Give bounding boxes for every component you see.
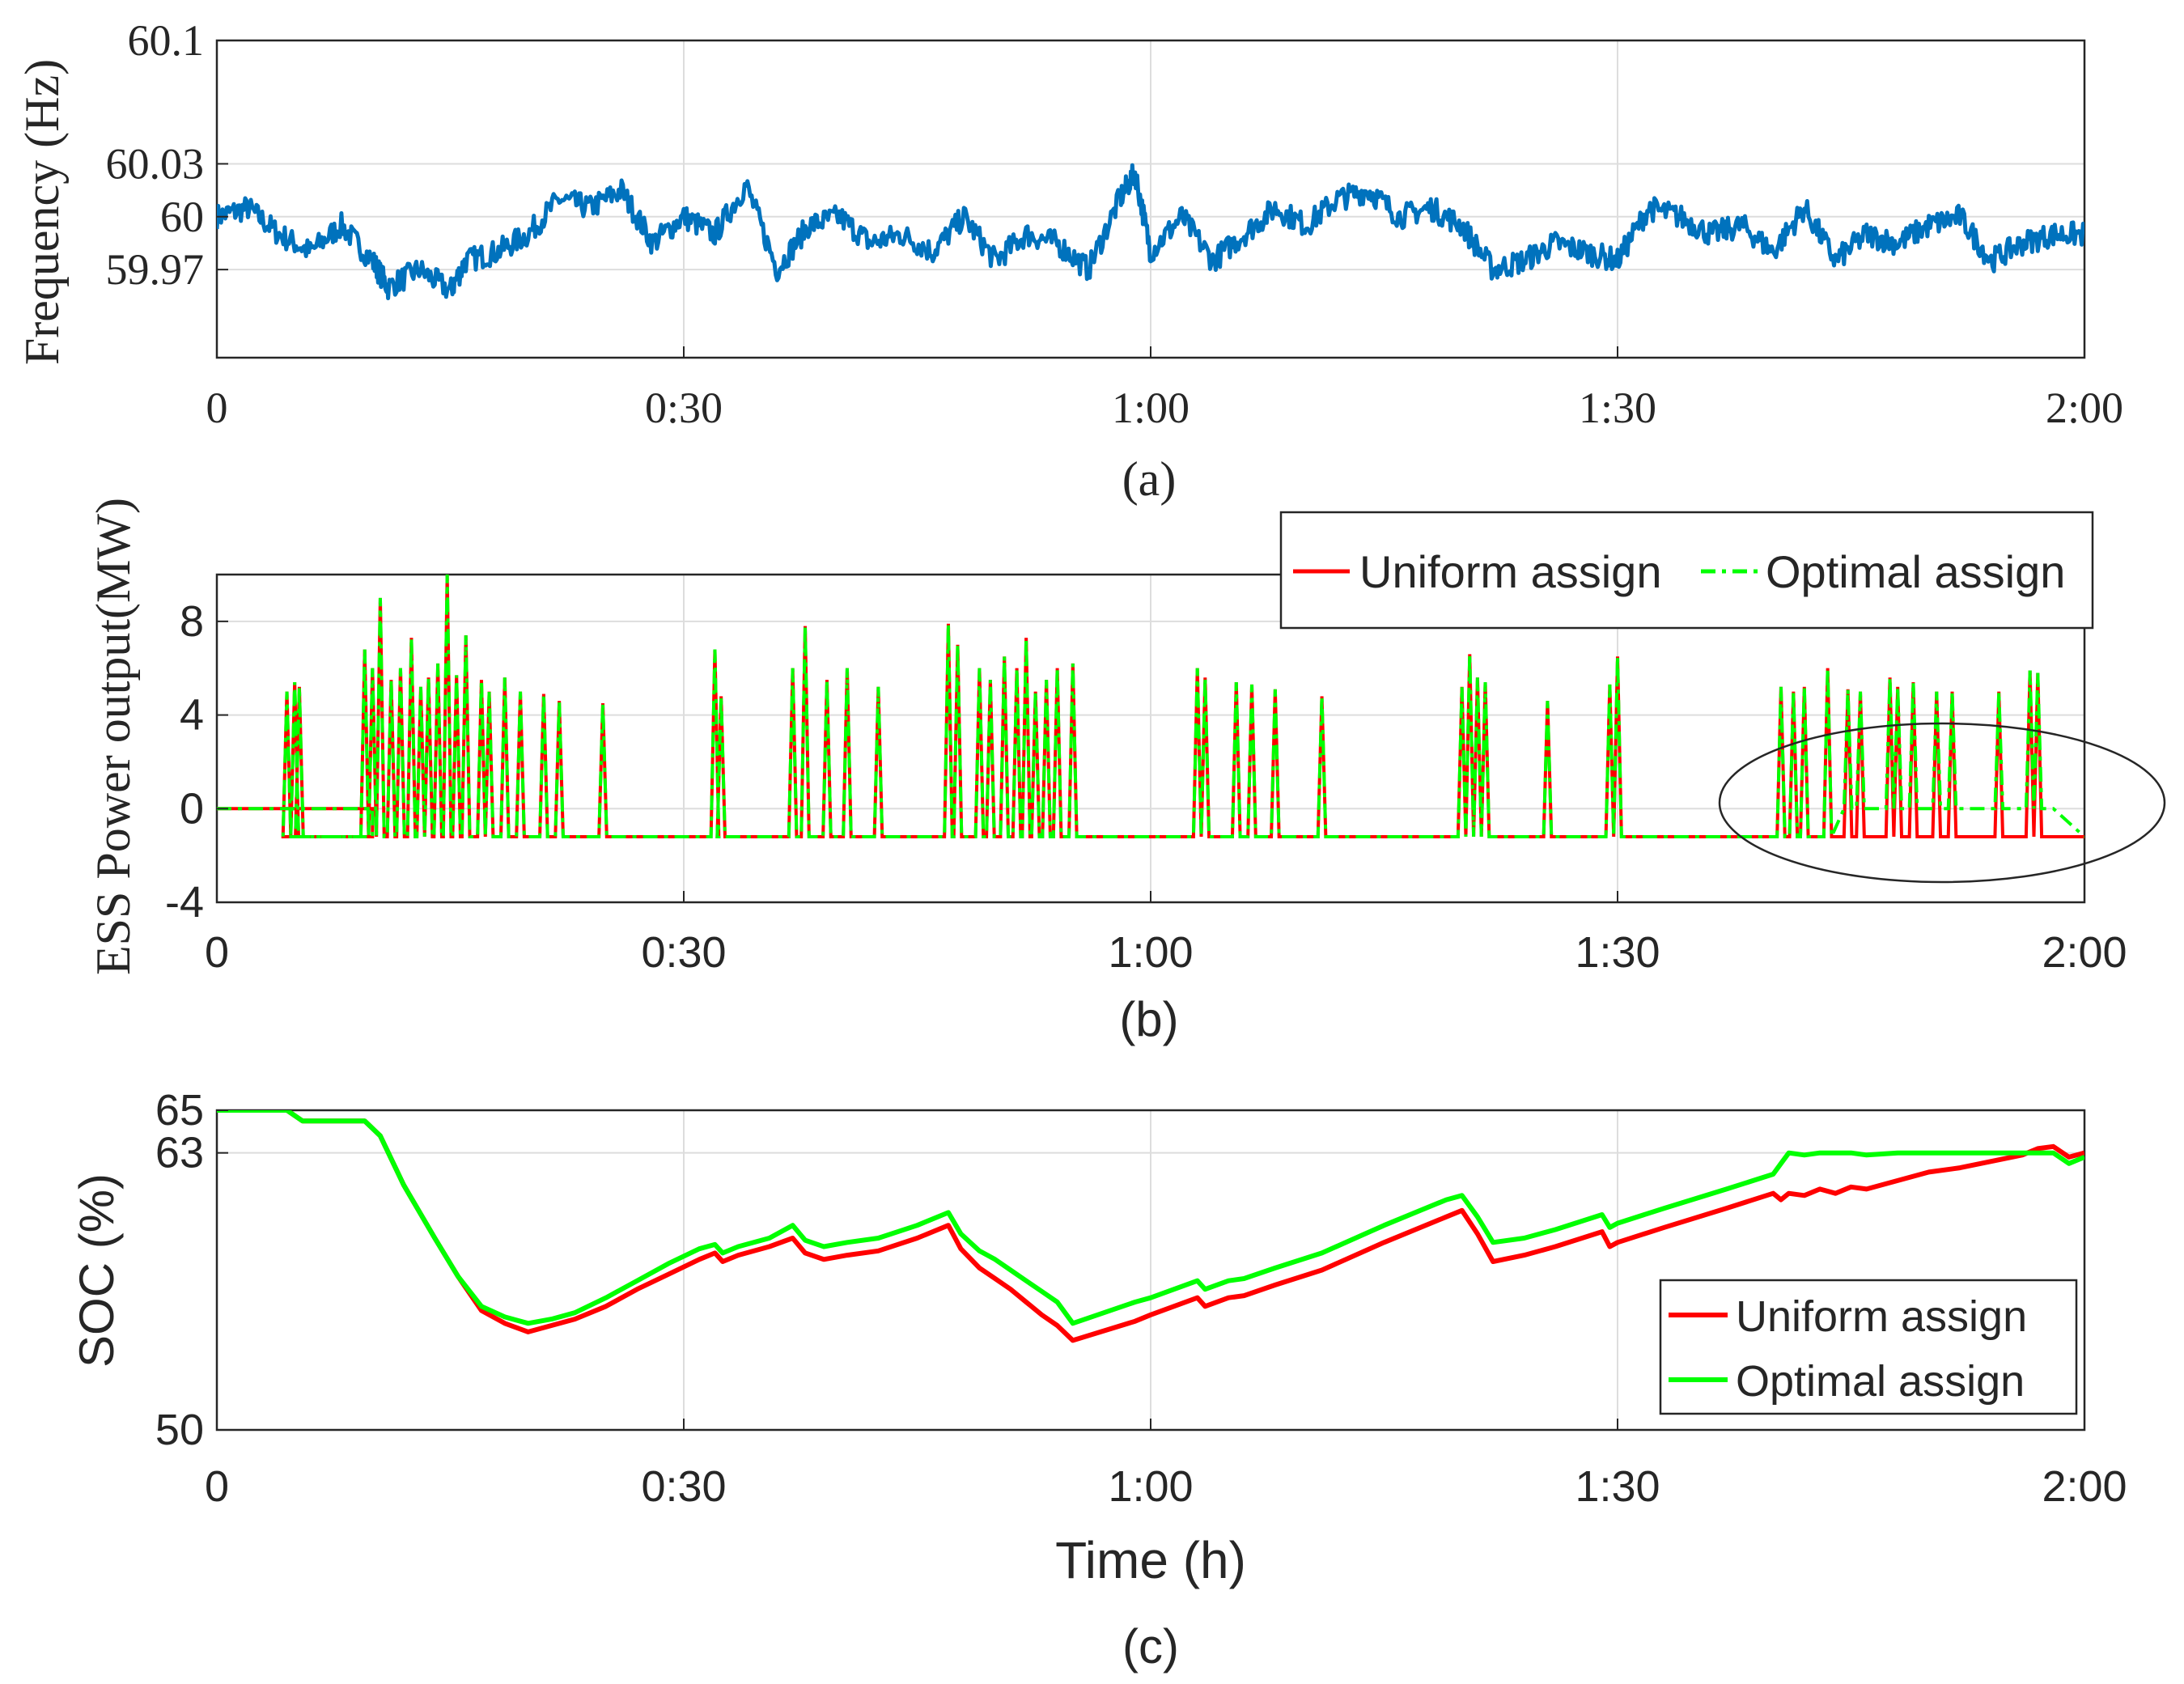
uniform-assign-series-line	[217, 1110, 2084, 1343]
soc-y-axis-label: SOC (%)	[70, 1173, 124, 1368]
soc-x-axis-label: Time (h)	[1055, 1531, 1246, 1589]
x-tick-label: 2:00	[2042, 1462, 2127, 1511]
x-tick-label: 2:00	[2042, 928, 2127, 977]
legend-optimal-label: Optimal assign	[1766, 546, 2065, 597]
tail-highlight-ellipse	[1718, 722, 2166, 884]
legend-uniform-label: Uniform assign	[1359, 546, 1661, 597]
x-tick-label: 1:30	[1579, 384, 1656, 432]
ess-power-legend-box	[1279, 511, 2094, 630]
a-series-group	[217, 163, 2084, 300]
x-tick-label: 1:30	[1575, 928, 1660, 977]
x-tick-label: 0:30	[641, 928, 726, 977]
x-tick-label: 0	[206, 384, 228, 432]
ess-power-legend: Uniform assign Optimal assign	[1279, 511, 2094, 630]
b-series-group	[217, 575, 2084, 838]
optimal-assign-series-line	[217, 575, 2084, 838]
legend-optimal-label: Optimal assign	[1736, 1357, 2025, 1406]
x-tick-label: 1:00	[1112, 384, 1190, 432]
optimal-assign-series-line	[217, 1110, 2084, 1326]
panel-b-caption: (b)	[1119, 992, 1178, 1046]
frequency-grid	[216, 40, 2085, 358]
x-tick-label: 0	[205, 1462, 229, 1511]
frequency-series-line	[217, 163, 2084, 300]
frequency-marks	[217, 163, 2084, 300]
panel-a-caption: (a)	[1122, 452, 1177, 506]
ess-power-marks	[217, 575, 2084, 838]
x-tick-label: 1:00	[1108, 928, 1193, 977]
y-tick-label: 4	[180, 691, 204, 740]
y-tick-label: 60	[160, 193, 204, 241]
y-tick-label: 59.97	[106, 245, 205, 294]
soc-legend: Uniform assign Optimal assign	[1659, 1279, 2078, 1415]
c-series-group	[217, 1110, 2084, 1343]
y-tick-label: -4	[165, 878, 204, 927]
x-tick-label: 1:30	[1575, 1462, 1660, 1511]
y-tick-label: 60.1	[128, 16, 205, 65]
y-tick-label: 8	[180, 597, 204, 646]
y-tick-label: 50	[155, 1406, 204, 1454]
legend-uniform-label: Uniform assign	[1736, 1292, 2027, 1341]
x-tick-label: 0	[205, 928, 229, 977]
x-tick-label: 0:30	[641, 1462, 726, 1511]
y-tick-label: 60.03	[106, 139, 205, 188]
soc-legend-box	[1659, 1279, 2078, 1415]
y-tick-label: 65	[155, 1086, 204, 1135]
panel-c-caption: (c)	[1122, 1619, 1179, 1673]
y-tick-label: 0	[180, 784, 204, 833]
ess-power-y-axis-label: ESS Power output(MW)	[87, 498, 140, 975]
frequency-y-axis-label: Frequency (Hz)	[15, 59, 69, 365]
y-tick-label: 63	[155, 1129, 204, 1177]
x-tick-label: 2:00	[2046, 384, 2123, 432]
soc-marks	[217, 1110, 2084, 1343]
x-tick-label: 1:00	[1108, 1462, 1193, 1511]
x-tick-label: 0:30	[645, 384, 723, 432]
